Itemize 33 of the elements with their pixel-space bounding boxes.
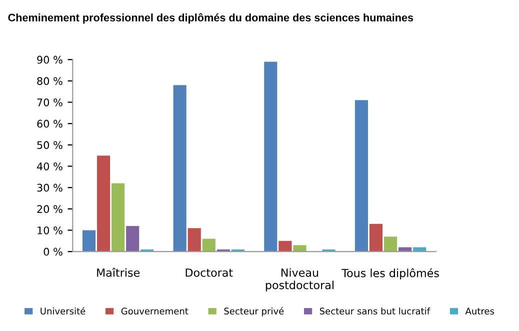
- y-tick-label: 30 %: [37, 184, 62, 192]
- y-tick-label: 40 %: [36, 162, 62, 170]
- bar: [97, 156, 110, 252]
- y-tick-label: 90 %: [37, 56, 62, 64]
- legend-label: Secteur privé: [224, 307, 284, 316]
- bar: [202, 238, 216, 252]
- legend-label: Université: [40, 307, 86, 315]
- bar: [264, 62, 278, 252]
- bar: [384, 236, 398, 252]
- bar: [82, 230, 96, 252]
- x-tick-label: Tous les diplômés: [342, 268, 439, 280]
- bar: [188, 228, 201, 252]
- y-tick-label: 80 %: [37, 77, 62, 86]
- x-tick-label: Maîtrise: [97, 268, 140, 277]
- x-tick-label: Doctorat: [186, 268, 233, 277]
- bar: [112, 183, 125, 252]
- legend-label: Secteur sans but lucratif: [320, 308, 430, 315]
- bar: [278, 240, 292, 252]
- bar: [293, 245, 306, 252]
- bar: [173, 85, 186, 252]
- y-tick-label: 0 %: [44, 248, 62, 256]
- y-tick-label: 50 %: [37, 141, 62, 150]
- legend-label: Autres: [465, 308, 494, 315]
- bar: [354, 100, 368, 252]
- legend-label: Gouvernement: [121, 308, 188, 315]
- y-tick-label: 20 %: [37, 205, 62, 214]
- bar: [369, 224, 383, 252]
- y-tick-label: 70 %: [37, 98, 62, 106]
- y-tick-label: 60 %: [37, 120, 62, 128]
- bar: [126, 226, 140, 252]
- x-tick-label: Niveau postdoctoral: [266, 268, 334, 292]
- y-tick-label: 10 %: [38, 226, 62, 234]
- chart-title: Cheminement professionnel des diplômés du domaine des sciences humaines: [8, 13, 414, 24]
